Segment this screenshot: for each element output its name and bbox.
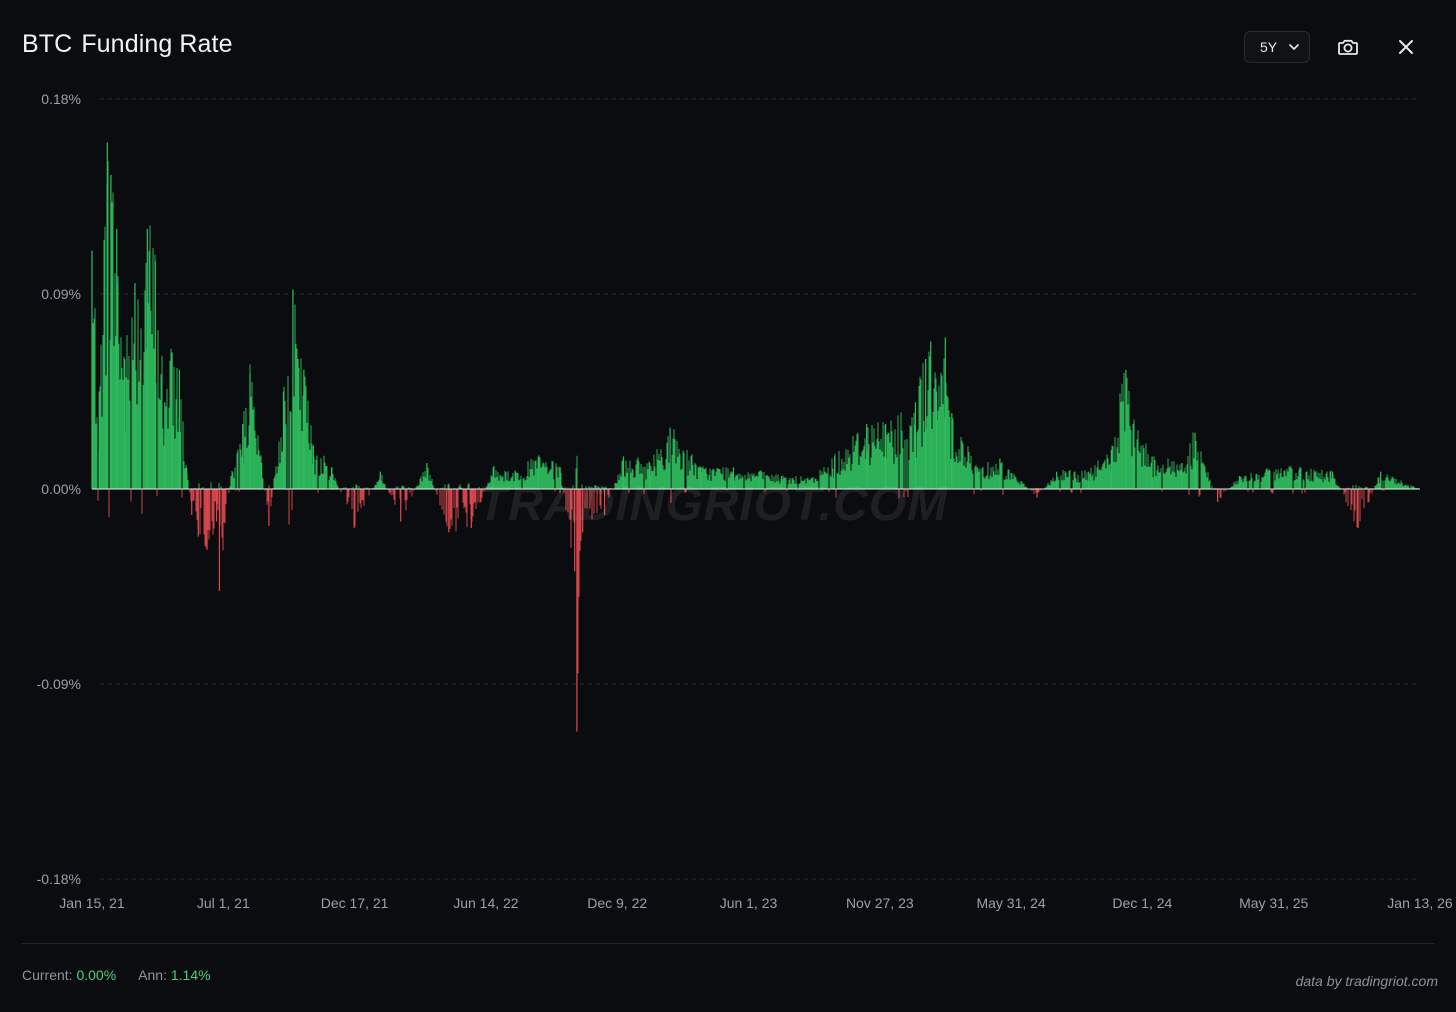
title-text: Funding Rate [81, 30, 233, 58]
x-tick-label: Jan 15, 21 [59, 895, 125, 911]
ann-stat: Ann: 1.14% [138, 967, 210, 983]
x-tick-label: Jul 1, 21 [197, 895, 250, 911]
x-tick-label: Dec 17, 21 [321, 895, 389, 911]
data-credit: data by tradingriot.com [1295, 973, 1438, 989]
page-title: BTC Funding Rate [22, 30, 233, 59]
range-select-value: 5Y [1260, 39, 1278, 55]
current-value: 0.00% [76, 967, 117, 983]
footer-stats: Current: 0.00% Ann: 1.14% [22, 967, 211, 983]
ann-value: 1.14% [170, 967, 211, 983]
footer-divider [22, 943, 1434, 944]
x-tick-label: May 31, 25 [1239, 895, 1308, 911]
close-button[interactable] [1392, 33, 1420, 61]
range-select[interactable]: 5Y [1244, 31, 1310, 63]
current-label: Current: [22, 967, 73, 983]
x-tick-label: May 31, 24 [976, 895, 1045, 911]
chart-area: 0.18% 0.09% 0.00% -0.09% -0.18% Jan 15, 21 Jul… [0, 80, 1456, 920]
close-icon [1399, 40, 1413, 54]
x-tick-label: Dec 1, 24 [1112, 895, 1172, 911]
chevron-down-icon [1289, 44, 1299, 50]
x-tick-label: Dec 9, 22 [587, 895, 647, 911]
y-tick-label: -0.09% [37, 676, 81, 692]
funding-rate-chart: 0.18% 0.09% 0.00% -0.09% -0.18% Jan 15, 21 Jul… [37, 91, 1453, 911]
y-tick-label: 0.09% [41, 286, 81, 302]
current-stat: Current: 0.00% [22, 967, 116, 983]
x-tick-label: Jun 14, 22 [453, 895, 519, 911]
y-tick-label: 0.00% [41, 481, 81, 497]
camera-icon [1338, 39, 1358, 55]
y-tick-label: -0.18% [37, 871, 81, 887]
screenshot-button[interactable] [1334, 33, 1362, 61]
x-tick-label: Jan 13, 26 [1387, 895, 1453, 911]
ann-label: Ann: [138, 967, 167, 983]
y-tick-label: 0.18% [41, 91, 81, 107]
title-symbol: BTC [22, 30, 73, 58]
x-tick-label: Jun 1, 23 [720, 895, 778, 911]
x-tick-label: Nov 27, 23 [846, 895, 914, 911]
